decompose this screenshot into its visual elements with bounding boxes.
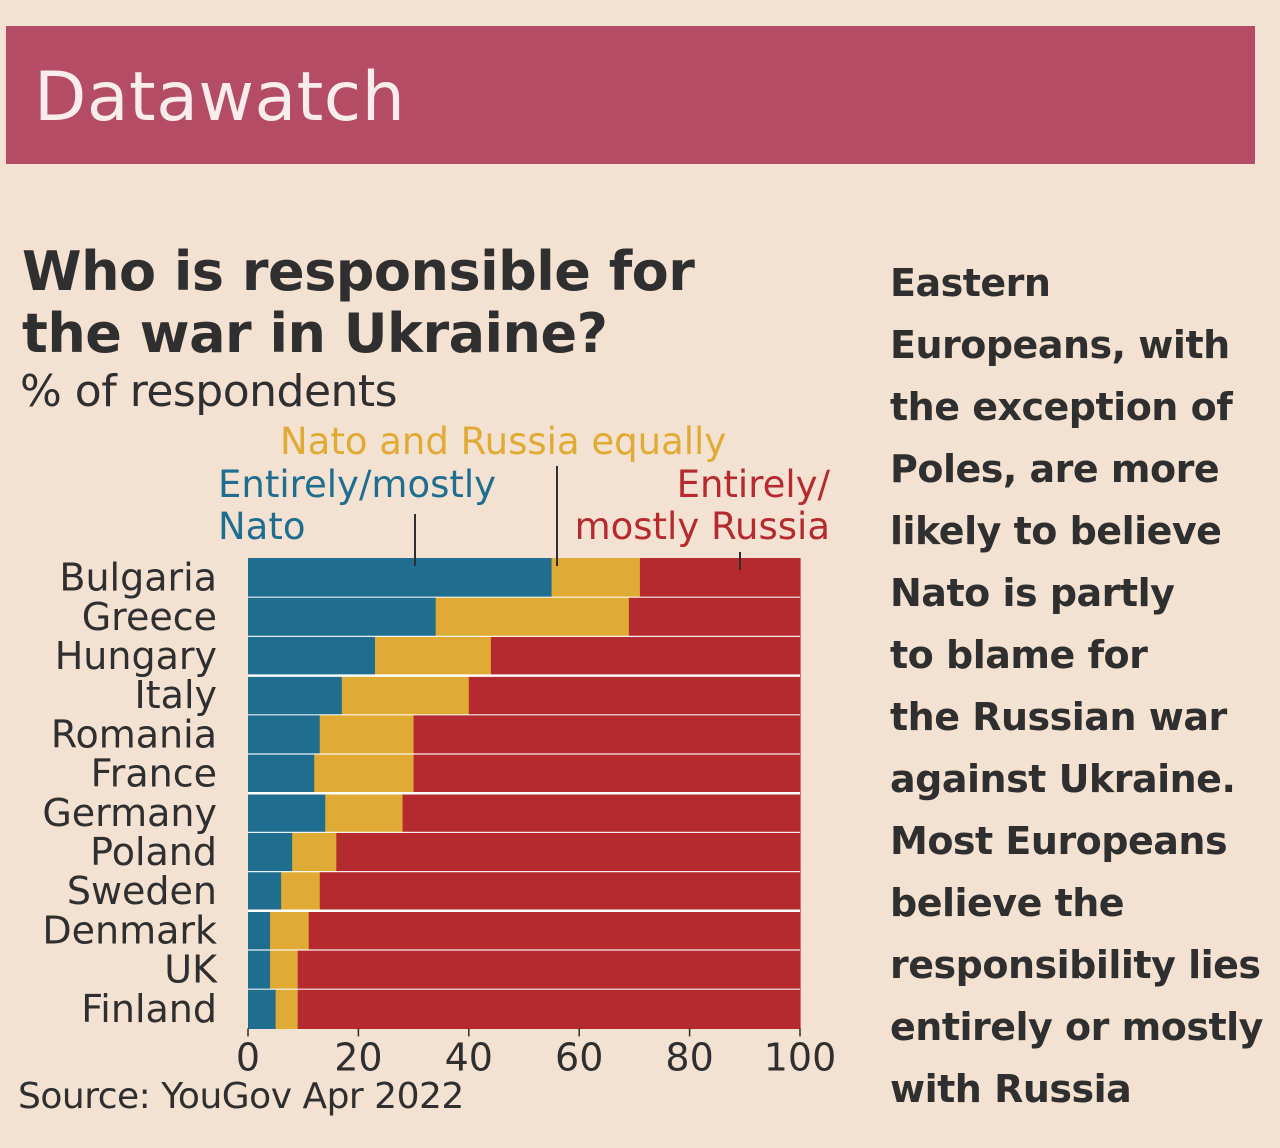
commentary-line: Eastern	[890, 261, 1051, 305]
bar-uk-equal	[270, 950, 299, 990]
bar-germany-russia	[402, 793, 801, 833]
x-tick-label: 100	[764, 1035, 837, 1079]
bar-hungary-equal	[374, 636, 492, 677]
commentary-line: the exception of	[890, 385, 1233, 429]
category-label: France	[91, 752, 217, 796]
datawatch-banner	[6, 26, 1255, 164]
x-tick-label: 80	[665, 1035, 713, 1079]
banner-title: Datawatch	[34, 58, 406, 137]
bar-denmark-nato	[248, 910, 271, 951]
x-tick-label: 20	[334, 1035, 382, 1079]
bar-italy-equal	[341, 675, 470, 716]
series-label-russia: Entirely/	[677, 463, 831, 506]
category-label: Romania	[51, 712, 217, 756]
bar-sweden-russia	[319, 871, 801, 912]
category-label: UK	[164, 948, 218, 992]
x-tick-label: 40	[445, 1035, 493, 1079]
commentary-line: Europeans, with	[890, 323, 1230, 367]
bar-hungary-russia	[490, 636, 801, 677]
chart-source: Source: YouGov Apr 2022	[18, 1076, 464, 1117]
bar-italy-nato	[248, 675, 343, 716]
bar-bulgaria-russia	[639, 558, 801, 598]
commentary-text: Eastern Europeans, with the exception of Po…	[890, 256, 1270, 1124]
stacked-bar-chart: BulgariaGreeceHungaryItalyRomaniaFranceG…	[42, 420, 837, 1079]
category-label: Sweden	[67, 869, 217, 913]
commentary-line: believe the	[890, 881, 1125, 925]
commentary-line: entirely or mostly	[890, 1005, 1263, 1049]
series-label-russia: mostly Russia	[575, 505, 830, 548]
commentary-line: Most Europeans	[890, 819, 1228, 863]
bar-greece-russia	[628, 597, 801, 637]
series-label-nato: Nato	[218, 505, 306, 548]
chart-title-line-1: Who is responsible for	[22, 240, 695, 303]
bar-romania-nato	[248, 714, 321, 755]
bar-greece-nato	[248, 597, 437, 637]
bar-greece-equal	[435, 597, 630, 637]
commentary-line: with Russia	[890, 1067, 1132, 1111]
category-label: Bulgaria	[59, 556, 217, 600]
series-label-nato: Entirely/mostly	[218, 463, 496, 506]
category-label: Italy	[135, 673, 217, 717]
bar-uk-nato	[248, 950, 271, 990]
category-label: Germany	[42, 791, 217, 835]
bar-france-nato	[248, 754, 315, 794]
bar-sweden-equal	[281, 871, 321, 912]
bar-poland-russia	[336, 832, 801, 873]
category-label: Finland	[81, 987, 217, 1031]
bar-hungary-nato	[248, 636, 376, 677]
bar-denmark-russia	[308, 910, 801, 951]
commentary-line: likely to believe	[890, 509, 1222, 553]
bar-france-equal	[314, 754, 415, 794]
commentary-line: to blame for	[890, 633, 1148, 677]
bar-germany-equal	[325, 793, 404, 833]
bar-romania-russia	[413, 714, 801, 755]
series-label-equal: Nato and Russia equally	[280, 420, 726, 463]
category-label: Hungary	[55, 634, 217, 678]
bar-finland-nato	[248, 989, 277, 1029]
bar-denmark-equal	[270, 910, 310, 951]
commentary-line: Nato is partly	[890, 571, 1175, 615]
bar-italy-russia	[468, 675, 801, 716]
commentary-line: against Ukraine.	[890, 757, 1236, 801]
bar-france-russia	[413, 754, 801, 794]
category-label: Greece	[82, 595, 217, 639]
x-tick-label: 60	[555, 1035, 603, 1079]
category-label: Denmark	[42, 908, 217, 952]
bar-bulgaria-nato	[248, 558, 553, 598]
commentary-line: responsibility lies	[890, 943, 1261, 987]
category-label: Poland	[90, 830, 217, 874]
bar-uk-russia	[297, 950, 801, 990]
x-tick-label: 0	[236, 1035, 260, 1079]
bar-sweden-nato	[248, 871, 282, 912]
chart-subtitle: % of respondents	[20, 366, 398, 417]
bar-germany-nato	[248, 793, 326, 833]
bar-finland-equal	[275, 989, 299, 1029]
bar-poland-nato	[248, 832, 293, 873]
bar-bulgaria-equal	[551, 558, 641, 598]
chart-title-line-2: the war in Ukraine?	[22, 302, 608, 365]
bar-poland-equal	[292, 832, 337, 873]
commentary-line: the Russian war	[890, 695, 1227, 739]
bar-romania-equal	[319, 714, 415, 755]
bar-finland-russia	[297, 989, 801, 1029]
commentary-line: Poles, are more	[890, 447, 1220, 491]
